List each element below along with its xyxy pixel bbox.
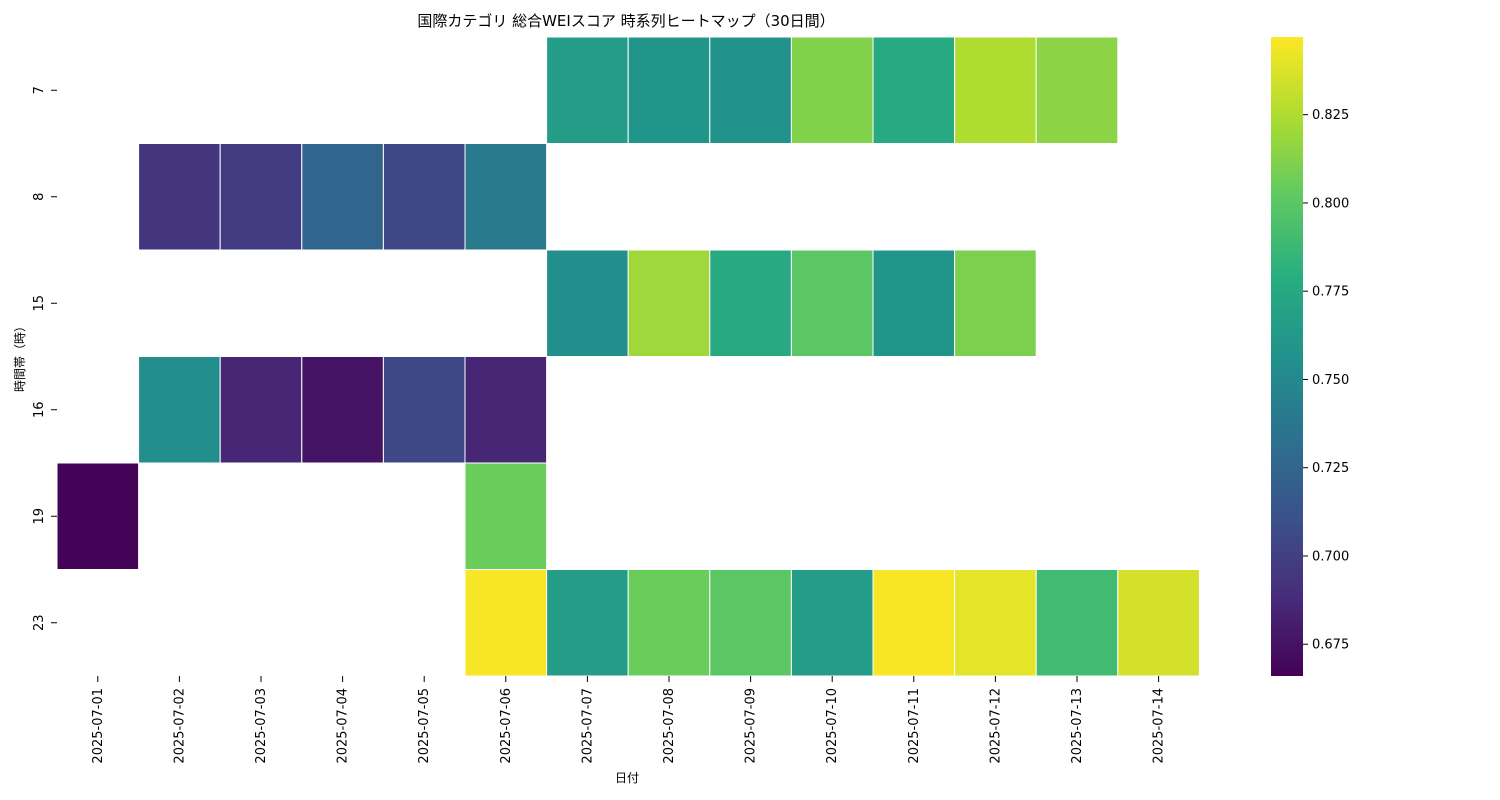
- colorbar-tick-label: 0.825: [1312, 108, 1349, 123]
- colorbar-tick-label: 0.800: [1312, 196, 1349, 211]
- x-tick-label: 2025-07-10: [825, 688, 840, 764]
- heatmap-cell: [464, 143, 548, 251]
- y-tick-label: 15: [32, 295, 47, 312]
- x-axis-ticks: 2025-07-01 2025-07-02 2025-07-03 2025-07-04…: [91, 676, 1167, 764]
- y-axis-label: 時間帯（時）: [13, 320, 27, 392]
- heatmap-cell: [138, 143, 221, 251]
- colorbar-tick-label: 0.775: [1312, 285, 1349, 300]
- colorbar: [1271, 37, 1303, 676]
- heatmap-cell: [382, 143, 466, 251]
- x-tick-label: 2025-07-12: [988, 688, 1003, 764]
- heatmap-cell: [790, 36, 874, 144]
- x-tick-label: 2025-07-01: [91, 688, 106, 764]
- heatmap-cell: [1035, 569, 1119, 677]
- heatmap-cell: [709, 249, 792, 357]
- heatmap-cell: [138, 356, 221, 464]
- y-tick-label: 23: [32, 614, 47, 631]
- x-tick-label: 2025-07-02: [172, 688, 187, 764]
- heatmap-cell: [301, 356, 384, 464]
- colorbar-tick-label: 0.750: [1312, 373, 1349, 388]
- heatmap-cell: [872, 569, 956, 677]
- heatmap-cell: [1117, 569, 1200, 677]
- y-tick-label: 16: [32, 401, 47, 418]
- heatmap-cell: [56, 462, 140, 570]
- heatmap-cell: [872, 249, 956, 357]
- colorbar-tick-label: 0.700: [1312, 549, 1349, 564]
- heatmap-cell: [627, 249, 711, 357]
- y-axis-ticks: 7 8 15 16 19 23: [32, 86, 57, 631]
- x-tick-label: 2025-07-06: [499, 688, 514, 764]
- heatmap-cell: [382, 356, 466, 464]
- heatmap-cell: [709, 569, 792, 677]
- y-tick-label: 7: [32, 86, 47, 94]
- heatmap-cell: [709, 36, 792, 144]
- chart-title: 国際カテゴリ 総合WEIスコア 時系列ヒートマップ（30日間）: [417, 12, 834, 30]
- x-tick-label: 2025-07-13: [1070, 688, 1085, 764]
- heatmap-cell: [546, 36, 629, 144]
- heatmap-cell: [464, 462, 548, 570]
- heatmap-cells: [56, 36, 1200, 677]
- x-tick-label: 2025-07-03: [254, 688, 269, 764]
- heatmap-cell: [546, 569, 629, 677]
- colorbar-ticks: 0.675 0.700 0.725 0.750 0.775 0.800 0.825: [1303, 108, 1349, 653]
- heatmap-cell: [219, 356, 303, 464]
- heatmap-cell: [790, 249, 874, 357]
- x-tick-label: 2025-07-09: [744, 688, 759, 764]
- x-tick-label: 2025-07-05: [417, 688, 432, 764]
- y-tick-label: 8: [32, 193, 47, 201]
- heatmap-cell: [219, 143, 303, 251]
- heatmap-cell: [954, 249, 1037, 357]
- heatmap-cell: [301, 143, 384, 251]
- heatmap-cell: [627, 36, 711, 144]
- x-tick-label: 2025-07-07: [580, 688, 595, 764]
- colorbar-tick-label: 0.675: [1312, 638, 1349, 653]
- heatmap-cell: [954, 36, 1037, 144]
- heatmap-cell: [1035, 36, 1119, 144]
- y-tick-label: 19: [32, 508, 47, 525]
- x-tick-label: 2025-07-04: [336, 688, 351, 764]
- heatmap-cell: [627, 569, 711, 677]
- heatmap-cell: [872, 36, 956, 144]
- heatmap-cell: [954, 569, 1037, 677]
- heatmap-cell: [546, 249, 629, 357]
- heatmap-cell: [464, 569, 548, 677]
- x-tick-label: 2025-07-08: [662, 688, 677, 764]
- heatmap-cell: [790, 569, 874, 677]
- x-axis-label: 日付: [615, 771, 639, 785]
- heatmap-cell: [464, 356, 548, 464]
- colorbar-tick-label: 0.725: [1312, 461, 1349, 476]
- x-tick-label: 2025-07-14: [1152, 688, 1167, 764]
- x-tick-label: 2025-07-11: [907, 688, 922, 764]
